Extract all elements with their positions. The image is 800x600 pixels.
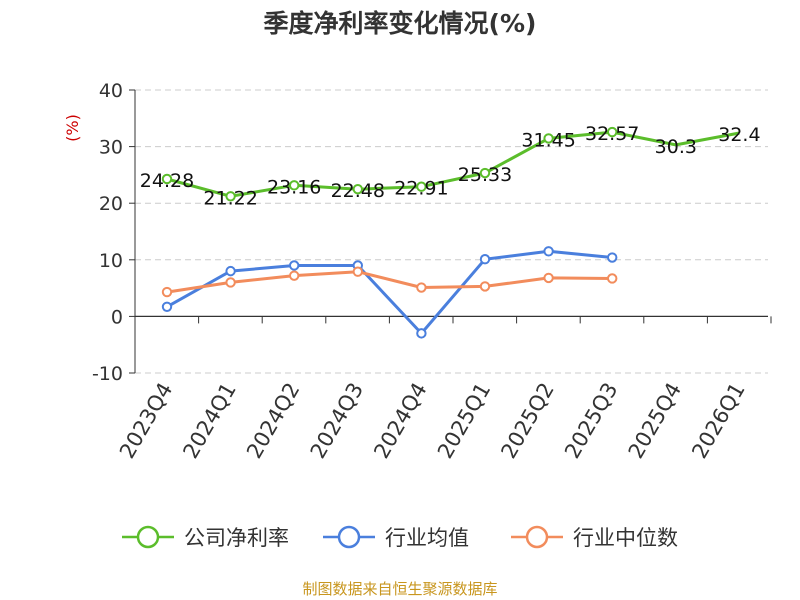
series-point [479,281,491,292]
series-point [161,286,173,298]
series-line [166,130,740,198]
series-point [352,183,363,195]
y-tick-label: -10 [92,363,123,385]
legend-item[interactable]: 行业均值 [323,525,469,550]
series-point [289,260,300,271]
legend-label: 公司净利率 [184,526,289,550]
x-tick-label: 2026Q1 [687,379,749,463]
legend-marker [337,525,361,549]
chart-title: 季度净利率变化情况(%) [263,9,537,38]
series-point [352,266,363,277]
y-tick-label: 30 [99,137,123,159]
data-label: 32.57 [585,123,639,145]
series-point [543,272,554,284]
data-label: 25.33 [458,164,512,186]
data-label: 24.28 [140,170,194,192]
legend-marker [525,525,549,549]
series-point [289,270,300,281]
data-label: 22.91 [394,178,448,200]
data-label: 31.45 [521,129,575,151]
series-point [607,273,618,284]
x-tick-label: 2025Q4 [624,379,686,463]
series-point [543,133,554,144]
series-point [607,126,618,138]
y-tick-label: 20 [99,193,123,215]
series-line [166,270,613,294]
series-point [479,254,491,265]
grid-layer [135,89,768,374]
data-label: 30.3 [655,136,697,158]
series-point [225,277,236,288]
x-tick-label: 2024Q3 [306,379,368,463]
series-point [416,282,427,293]
legend-label: 行业中位数 [573,526,678,550]
y-tick-label: 0 [111,306,123,328]
legend-label: 行业均值 [385,526,469,550]
x-tick-label: 2024Q2 [242,379,304,463]
x-tick-label: 2024Q1 [178,379,240,463]
series-point [225,265,236,277]
data-source-note: 制图数据来自恒生聚源数据库 [302,580,498,598]
series-point [225,191,236,202]
x-tick-label: 2025Q3 [560,379,622,463]
series-point [289,180,300,191]
series-point [416,328,427,339]
y-tick-label: 10 [99,250,123,272]
label-layer: 24.28 21.22 23.16 22.48 22.91 25.33 31.45 32.57… [140,123,761,209]
y-tick-label: 40 [99,80,123,102]
data-label: 21.22 [203,187,257,209]
series-point [607,252,618,263]
series-point [416,181,427,192]
data-label: 22.48 [331,180,385,202]
x-tick-label: 2023Q4 [115,379,177,463]
x-tick-label: 2025Q1 [433,379,495,463]
x-tick-label: 2025Q2 [496,379,558,463]
legend-item[interactable]: 行业中位数 [511,525,678,550]
series-point [479,167,491,179]
y-axis-label: (%) [63,114,82,142]
legend-item[interactable]: 公司净利率 [122,525,289,550]
data-label: 23.16 [267,176,321,198]
legend[interactable]: 公司净利率 行业均值 行业中位数 [122,525,678,550]
series-layer [161,126,740,339]
series-point [161,301,173,312]
series-line [166,249,613,335]
data-label: 32.4 [718,124,760,146]
legend-marker [136,525,160,549]
x-tick-label: 2024Q4 [369,379,431,463]
series-point [161,173,173,185]
series-point [543,246,554,257]
